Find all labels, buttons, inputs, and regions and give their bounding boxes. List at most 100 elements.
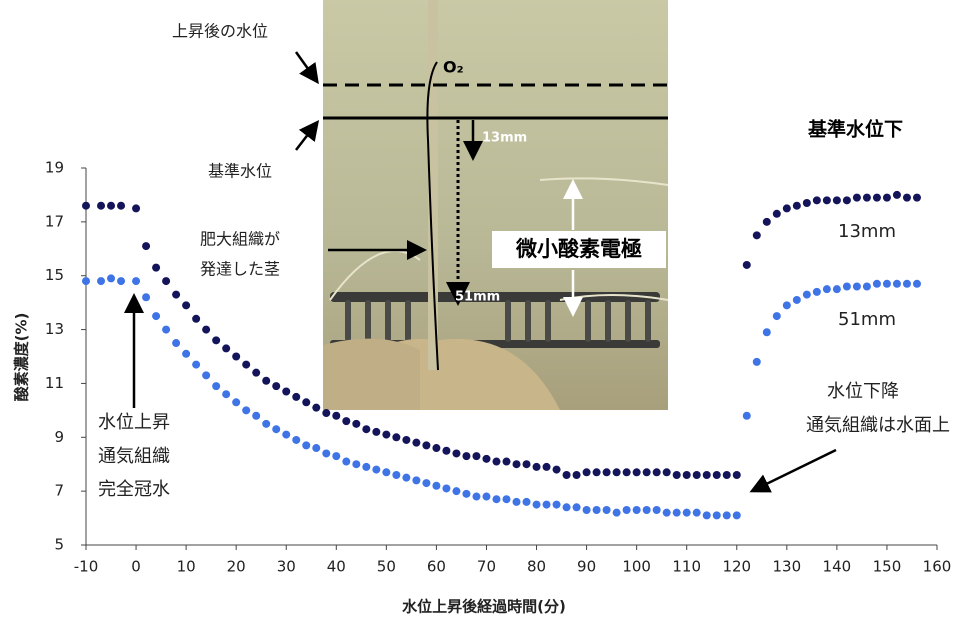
point: [523, 460, 531, 468]
point: [603, 468, 611, 476]
annotation: 51mm: [455, 290, 500, 305]
x-tick-label: 70: [477, 558, 496, 576]
point: [563, 471, 571, 479]
point: [322, 409, 330, 417]
point: [422, 441, 430, 449]
series-label: 51mm: [838, 309, 896, 330]
point: [302, 398, 310, 406]
point: [823, 285, 831, 293]
point: [633, 506, 641, 514]
point: [172, 291, 180, 299]
point: [533, 463, 541, 471]
point: [182, 301, 190, 309]
point: [593, 506, 601, 514]
point: [603, 506, 611, 514]
point: [633, 468, 641, 476]
point: [793, 202, 801, 210]
point: [643, 506, 651, 514]
point: [342, 417, 350, 425]
point: [192, 361, 200, 369]
point: [783, 301, 791, 309]
point: [913, 280, 921, 288]
point: [382, 468, 390, 476]
point: [703, 511, 711, 519]
x-axis-title: 水位上昇後経過時間(分): [402, 598, 566, 616]
point: [873, 194, 881, 202]
point: [422, 479, 430, 487]
point: [362, 425, 370, 433]
point: [502, 458, 510, 466]
point: [903, 194, 911, 202]
point: [222, 390, 230, 398]
point: [242, 361, 250, 369]
point: [743, 412, 751, 420]
point: [82, 202, 90, 210]
point: [432, 482, 440, 490]
point: [853, 282, 861, 290]
point: [442, 447, 450, 455]
point: [252, 412, 260, 420]
photo: [323, 0, 668, 410]
annotation: 上昇後の水位: [172, 22, 268, 41]
point: [583, 506, 591, 514]
point: [372, 428, 380, 436]
point: [82, 277, 90, 285]
point: [693, 509, 701, 517]
point: [543, 463, 551, 471]
point: [372, 466, 380, 474]
point: [202, 371, 210, 379]
point: [793, 296, 801, 304]
x-tick-label: 100: [622, 558, 651, 576]
point: [492, 458, 500, 466]
point: [272, 382, 280, 390]
y-tick-label: 15: [45, 266, 64, 284]
point: [663, 509, 671, 517]
point: [703, 471, 711, 479]
x-tick-label: 130: [773, 558, 802, 576]
chart: 水位上昇後経過時間(分) 酸素濃度(%) 5791113151719-10010…: [0, 0, 969, 622]
point: [673, 471, 681, 479]
point: [242, 406, 250, 414]
point: [352, 420, 360, 428]
point: [763, 218, 771, 226]
point: [613, 509, 621, 517]
point: [402, 474, 410, 482]
annotation: 完全冠水: [98, 479, 170, 500]
point: [332, 412, 340, 420]
point: [553, 466, 561, 474]
point: [492, 495, 500, 503]
point: [803, 291, 811, 299]
annotation: 肥大組織が: [200, 230, 280, 249]
point: [452, 449, 460, 457]
point: [412, 476, 420, 484]
y-tick-label: 7: [54, 482, 64, 500]
point: [523, 498, 531, 506]
point: [563, 503, 571, 511]
point: [653, 468, 661, 476]
y-tick-label: 19: [45, 159, 64, 177]
point: [132, 277, 140, 285]
point: [342, 458, 350, 466]
point: [142, 242, 150, 250]
point: [743, 261, 751, 269]
point: [182, 350, 190, 358]
point: [272, 425, 280, 433]
point: [97, 202, 105, 210]
y-axis-title: 酸素濃度(%): [13, 313, 31, 402]
point: [502, 495, 510, 503]
point: [392, 433, 400, 441]
point: [723, 511, 731, 519]
annotation: O₂: [443, 58, 464, 77]
point: [863, 282, 871, 290]
point: [107, 274, 115, 282]
point: [753, 231, 761, 239]
point: [452, 487, 460, 495]
point: [302, 441, 310, 449]
point: [813, 288, 821, 296]
point: [893, 280, 901, 288]
point: [172, 339, 180, 347]
point: [623, 468, 631, 476]
point: [853, 194, 861, 202]
point: [913, 194, 921, 202]
point: [893, 191, 901, 199]
